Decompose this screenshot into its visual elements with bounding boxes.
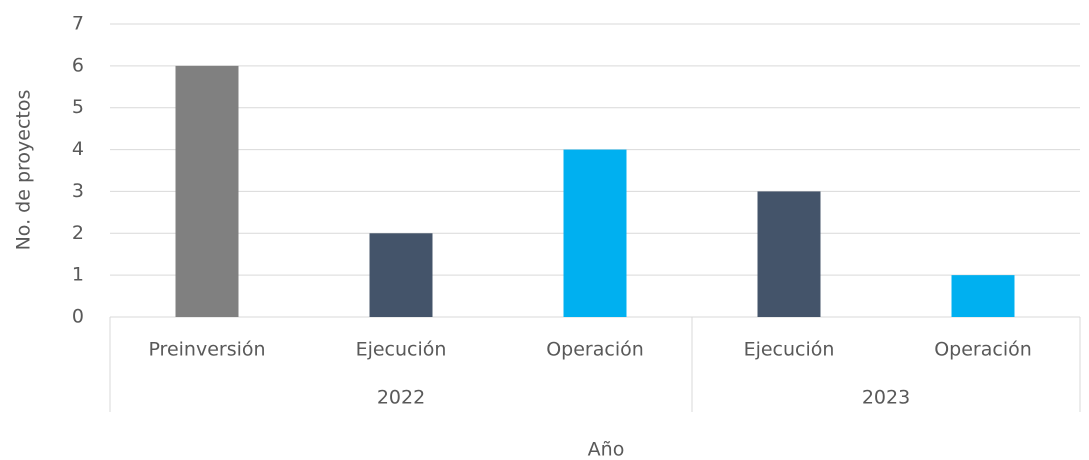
y-tick-label: 6: [72, 54, 84, 76]
x-tick-label: Operación: [546, 339, 644, 361]
group-label: 2023: [862, 387, 910, 409]
x-tick-label: Preinversión: [148, 339, 265, 361]
x-tick-label: Operación: [934, 339, 1032, 361]
y-tick-label: 3: [72, 180, 84, 202]
x-tick-label: Ejecución: [744, 339, 835, 361]
y-tick-label: 4: [72, 138, 84, 160]
y-tick-label: 1: [72, 264, 84, 286]
y-tick-label: 7: [72, 13, 84, 35]
bar: [563, 149, 627, 317]
bar: [951, 275, 1015, 317]
y-tick-label: 0: [72, 306, 84, 328]
x-tick-label: Ejecución: [356, 339, 447, 361]
y-tick-label: 2: [72, 222, 84, 244]
group-label: 2022: [377, 387, 425, 409]
bar: [369, 233, 433, 317]
y-tick-label: 5: [72, 96, 84, 118]
bar: [175, 65, 239, 317]
y-axis-label: No. de proyectos: [13, 90, 35, 251]
x-axis-label: Año: [588, 439, 625, 460]
bar: [757, 191, 821, 317]
